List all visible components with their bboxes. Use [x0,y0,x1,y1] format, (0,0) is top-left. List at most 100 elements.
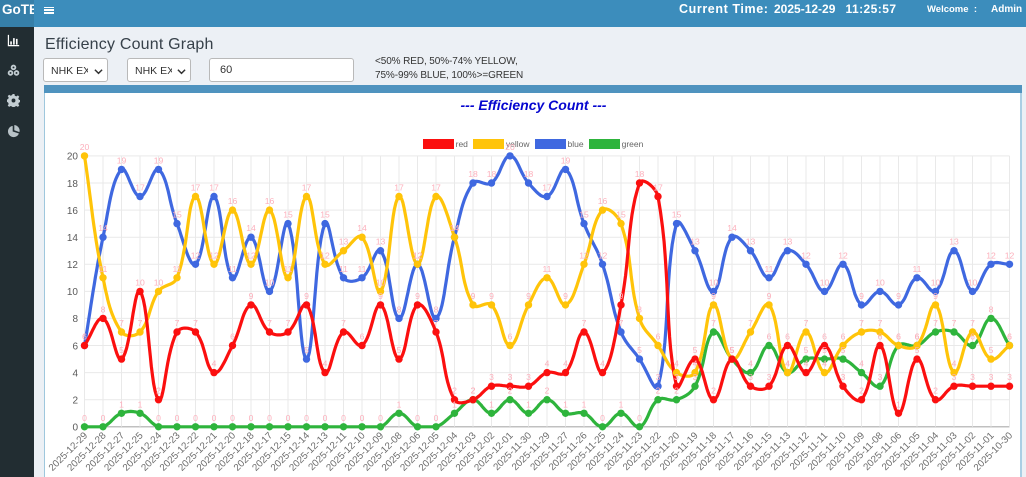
svg-text:0: 0 [72,423,78,434]
svg-text:2: 2 [545,386,550,396]
svg-text:8: 8 [637,304,642,314]
svg-text:3: 3 [841,372,846,382]
svg-text:12: 12 [320,250,330,260]
svg-text:12: 12 [801,250,811,260]
svg-text:4: 4 [563,359,568,369]
svg-text:0: 0 [156,413,161,423]
svg-text:2: 2 [711,386,716,396]
svg-text:2: 2 [933,386,938,396]
svg-text:7: 7 [582,318,587,328]
svg-text:20: 20 [80,142,90,152]
svg-text:4: 4 [804,359,809,369]
svg-text:8: 8 [101,304,106,314]
svg-text:9: 9 [619,291,624,301]
svg-text:12: 12 [1005,250,1015,260]
svg-text:11: 11 [765,264,774,274]
svg-text:18: 18 [524,169,534,179]
svg-text:4: 4 [785,359,790,369]
svg-text:14: 14 [246,223,256,233]
svg-text:0: 0 [323,413,328,423]
svg-text:17: 17 [302,183,312,193]
svg-text:0: 0 [193,413,198,423]
svg-text:9: 9 [304,291,309,301]
svg-text:0: 0 [637,413,642,423]
svg-text:0: 0 [175,413,180,423]
svg-text:6: 6 [767,332,772,342]
svg-text:12: 12 [579,250,589,260]
svg-text:0: 0 [415,413,420,423]
svg-text:18: 18 [487,169,497,179]
svg-text:16: 16 [265,196,275,206]
svg-text:3: 3 [970,372,975,382]
svg-text:1: 1 [563,399,568,409]
svg-text:0: 0 [286,413,291,423]
svg-text:9: 9 [896,291,901,301]
svg-text:6: 6 [970,332,975,342]
svg-text:4: 4 [822,359,827,369]
svg-text:5: 5 [397,345,402,355]
svg-text:1: 1 [526,399,531,409]
svg-text:5: 5 [304,345,309,355]
svg-text:14: 14 [450,223,460,233]
svg-text:11: 11 [339,264,348,274]
svg-text:0: 0 [304,413,309,423]
svg-text:7: 7 [341,318,346,328]
svg-text:17: 17 [209,183,219,193]
svg-text:9: 9 [711,291,716,301]
svg-text:18: 18 [468,169,478,179]
svg-text:12: 12 [209,250,219,260]
svg-text:6: 6 [656,332,661,342]
svg-text:15: 15 [172,210,182,220]
svg-text:0: 0 [212,413,217,423]
svg-text:7: 7 [286,318,291,328]
svg-text:1: 1 [397,399,402,409]
svg-text:12: 12 [191,250,201,260]
svg-text:11: 11 [173,264,182,274]
svg-text:7: 7 [748,318,753,328]
svg-text:18: 18 [635,169,645,179]
svg-text:1: 1 [896,399,901,409]
svg-text:2: 2 [452,386,457,396]
svg-text:0: 0 [341,413,346,423]
svg-text:19: 19 [154,155,164,165]
svg-text:5: 5 [730,345,735,355]
svg-text:6: 6 [1007,332,1012,342]
svg-text:11: 11 [913,264,922,274]
svg-text:10: 10 [265,277,275,287]
svg-text:9: 9 [249,291,254,301]
svg-text:8: 8 [72,314,78,325]
svg-text:15: 15 [672,210,682,220]
svg-text:10: 10 [135,277,145,287]
svg-text:2: 2 [674,386,679,396]
svg-text:11: 11 [228,264,237,274]
svg-text:4: 4 [600,359,605,369]
svg-text:4: 4 [748,359,753,369]
svg-text:5: 5 [730,345,735,355]
svg-text:4: 4 [545,359,550,369]
svg-text:10: 10 [709,277,719,287]
svg-text:0: 0 [434,413,439,423]
svg-text:12: 12 [67,260,79,271]
svg-text:13: 13 [746,237,756,247]
svg-text:9: 9 [767,291,772,301]
svg-text:3: 3 [989,372,994,382]
svg-text:7: 7 [193,318,198,328]
svg-text:17: 17 [653,183,663,193]
svg-text:3: 3 [748,372,753,382]
svg-text:1: 1 [619,399,624,409]
svg-text:17: 17 [135,183,145,193]
svg-text:0: 0 [230,413,235,423]
svg-text:9: 9 [489,291,494,301]
svg-text:4: 4 [952,359,957,369]
svg-text:15: 15 [320,210,330,220]
svg-text:12: 12 [413,250,423,260]
svg-text:5: 5 [822,345,827,355]
svg-text:6: 6 [360,332,365,342]
svg-text:8: 8 [397,304,402,314]
svg-text:3: 3 [508,372,513,382]
svg-text:3: 3 [1007,372,1012,382]
svg-text:1: 1 [489,399,494,409]
svg-text:9: 9 [563,291,568,301]
svg-text:5: 5 [693,345,698,355]
svg-text:10: 10 [875,277,885,287]
